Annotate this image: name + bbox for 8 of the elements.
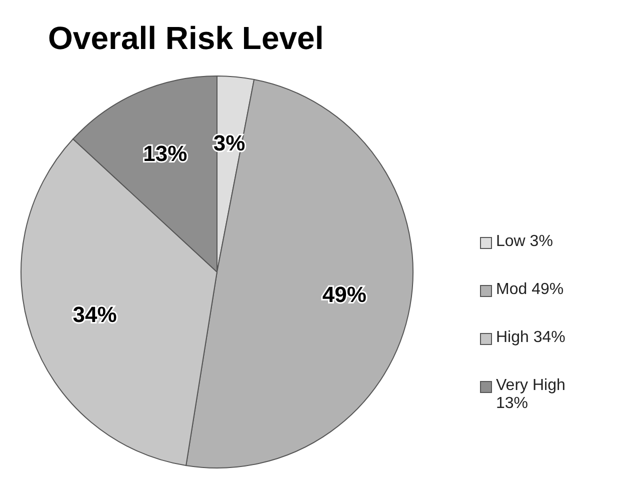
legend-label: Very High 13% [496, 377, 566, 413]
legend-label: Low 3% [496, 233, 554, 251]
legend-label: High 34% [496, 329, 566, 347]
data-label: 13% [143, 140, 188, 166]
legend-label: Mod 49% [496, 281, 565, 299]
data-label: 49% [322, 282, 366, 307]
chart-title: Overall Risk Level [48, 20, 324, 57]
data-label: 34% [72, 302, 117, 327]
